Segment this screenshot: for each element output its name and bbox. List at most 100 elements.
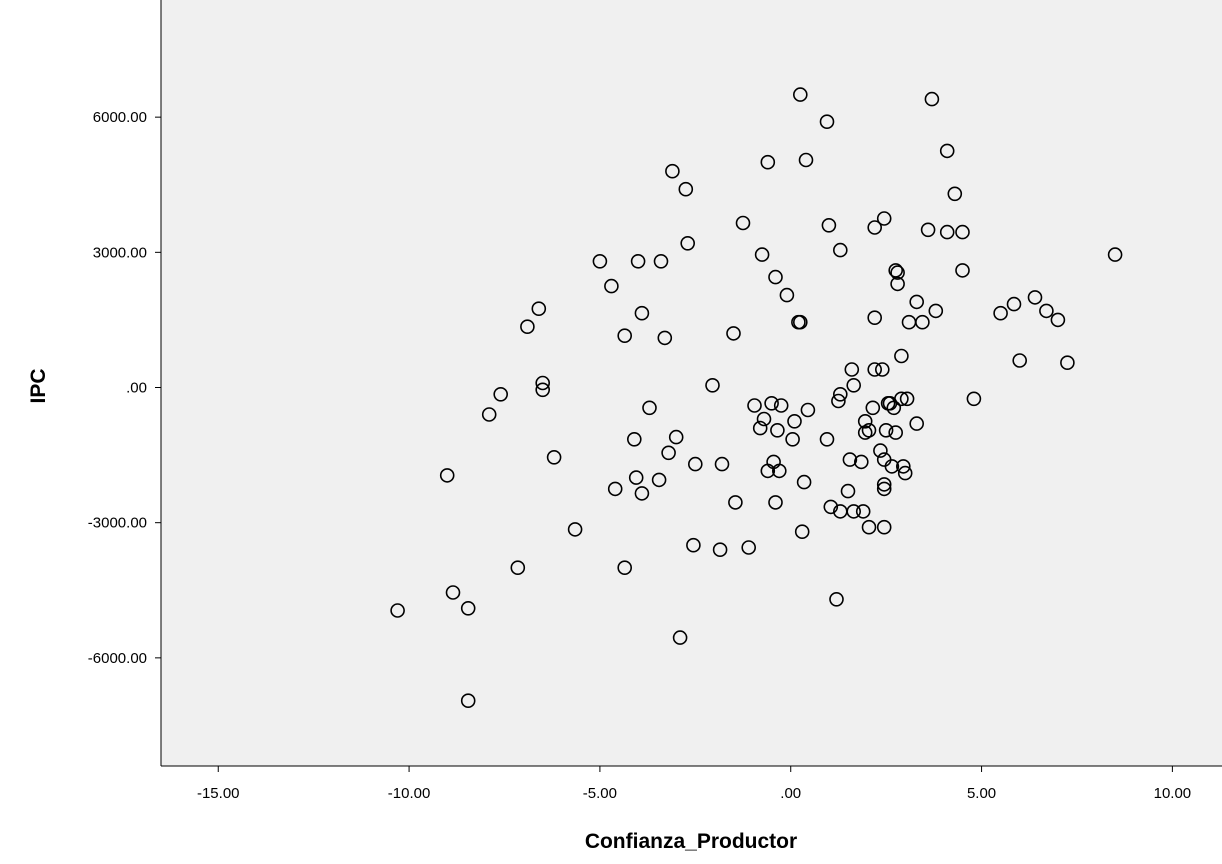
data-point	[846, 504, 862, 519]
data-point	[821, 218, 837, 233]
data-point	[520, 319, 535, 335]
data-point	[884, 459, 900, 474]
data-point	[829, 591, 844, 607]
data-point	[897, 465, 913, 481]
data-point	[531, 301, 547, 317]
data-point	[1050, 312, 1066, 328]
data-point	[768, 269, 783, 285]
data-point	[668, 429, 684, 445]
data-point	[867, 220, 883, 235]
data-point	[955, 263, 970, 278]
data-point	[792, 87, 808, 102]
data-point	[653, 253, 669, 269]
data-point	[735, 215, 751, 231]
data-point	[832, 242, 848, 258]
data-point	[924, 91, 940, 107]
data-point	[626, 431, 642, 447]
data-point	[873, 443, 888, 458]
data-point	[832, 386, 848, 402]
data-point	[787, 413, 802, 429]
data-point	[764, 395, 779, 411]
data-point	[846, 377, 862, 393]
data-point	[947, 186, 963, 202]
data-point	[895, 459, 911, 474]
y-axis-ticks: -6000.00 -3000.00 .00 3000.00 6000.00	[88, 109, 161, 667]
data-point	[890, 276, 905, 292]
data-point	[796, 474, 812, 490]
data-point	[791, 314, 806, 330]
data-point	[481, 407, 497, 422]
data-point	[592, 253, 608, 269]
data-point	[773, 398, 789, 413]
data-point	[800, 402, 816, 418]
x-tick-label: 5.00	[967, 785, 996, 802]
data-point	[920, 222, 936, 238]
y-tick-label: -3000.00	[88, 515, 147, 532]
data-point	[665, 163, 680, 179]
data-point	[939, 224, 955, 240]
data-point	[535, 382, 551, 398]
data-point	[628, 470, 644, 485]
data-point	[705, 377, 720, 393]
data-point	[1012, 353, 1028, 368]
data-point	[546, 449, 562, 465]
data-point	[712, 542, 728, 558]
data-point	[899, 391, 915, 407]
data-point	[607, 481, 623, 497]
data-point	[678, 181, 694, 197]
data-point	[741, 540, 757, 555]
data-point	[760, 463, 776, 479]
data-point	[939, 143, 955, 159]
data-point	[642, 400, 657, 416]
data-point	[861, 519, 877, 535]
data-point	[756, 411, 772, 427]
points-layer	[390, 87, 1123, 709]
data-point	[844, 362, 860, 377]
data-point	[819, 431, 835, 447]
data-point	[445, 585, 461, 600]
data-point	[460, 693, 476, 709]
data-point	[890, 265, 905, 280]
data-point	[661, 445, 676, 461]
data-point	[1107, 247, 1123, 262]
data-point	[747, 398, 762, 413]
data-point	[617, 560, 633, 576]
data-point	[798, 152, 814, 168]
data-point	[1027, 290, 1043, 305]
data-point	[886, 400, 902, 416]
data-point	[771, 463, 787, 479]
data-point	[876, 519, 892, 535]
data-point	[888, 425, 904, 440]
data-point	[686, 537, 701, 553]
data-point	[966, 391, 982, 407]
data-point	[768, 495, 783, 510]
data-point	[861, 422, 877, 438]
data-point	[617, 328, 633, 344]
data-point	[842, 452, 858, 467]
data-point	[460, 600, 476, 616]
data-point	[535, 375, 551, 391]
plot-area	[161, 0, 1222, 766]
data-point	[770, 422, 785, 438]
data-point	[672, 630, 688, 645]
y-axis-title: IPC	[27, 368, 50, 403]
data-point	[687, 456, 703, 472]
data-point	[794, 524, 810, 540]
data-point	[823, 499, 839, 515]
data-point	[909, 416, 925, 431]
x-tick-label: -10.00	[388, 785, 431, 802]
x-tick-label: -5.00	[583, 785, 617, 802]
y-tick-label: .00	[126, 380, 147, 397]
data-point	[657, 330, 673, 346]
x-axis-ticks: -15.00 -10.00 -5.00 .00 5.00 10.00	[197, 766, 1191, 802]
data-point	[857, 413, 873, 429]
data-point	[604, 278, 619, 294]
data-point	[928, 303, 944, 319]
data-point	[1039, 303, 1054, 319]
data-point	[878, 422, 894, 438]
data-point	[955, 224, 970, 240]
data-point	[754, 247, 770, 262]
x-tick-label: -15.00	[197, 785, 240, 802]
